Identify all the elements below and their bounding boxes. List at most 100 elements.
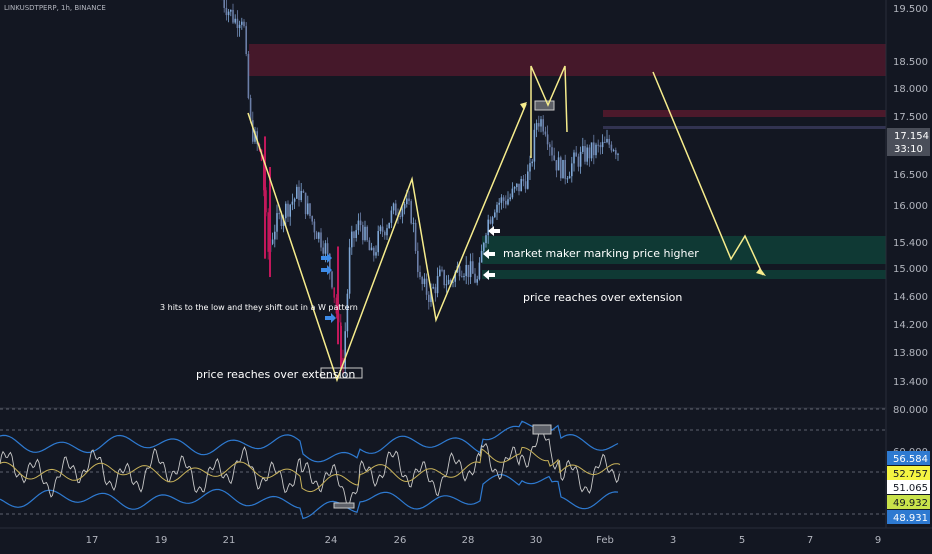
candle-body <box>291 201 294 205</box>
candle-body <box>560 157 562 179</box>
candle-body <box>553 155 555 161</box>
candle-body <box>566 178 569 180</box>
symbol-header: LINKUSDTPERP, 1h, BINANCE <box>4 4 106 12</box>
candle-body <box>527 171 529 189</box>
candle-body <box>540 119 542 127</box>
projection-path-top <box>530 65 568 158</box>
candle-body <box>465 264 467 277</box>
candle-body <box>483 243 485 251</box>
candle-body <box>401 208 404 217</box>
candle-body <box>571 163 573 177</box>
arrow-left-icon <box>483 249 495 259</box>
candle-body <box>586 147 588 162</box>
osc-value-text: 56.584 <box>893 454 928 465</box>
x-tick-label: 28 <box>462 535 475 546</box>
candle-body <box>485 235 487 244</box>
candle-body <box>410 201 412 224</box>
candle-body <box>412 222 415 224</box>
supply-zone-thin <box>603 126 886 129</box>
blue-arrow-icons <box>321 253 336 323</box>
candle-body <box>502 197 505 201</box>
candle-body <box>469 261 472 278</box>
candle-body <box>315 232 318 239</box>
candle-body <box>555 160 558 171</box>
arrow-head-down <box>756 268 766 276</box>
arrow-right-icon <box>325 313 336 323</box>
candle-body <box>302 190 305 193</box>
arrow-right-icon <box>321 253 332 263</box>
candle-body <box>267 212 269 252</box>
candle-body <box>377 231 379 253</box>
candle-body <box>379 226 382 232</box>
candle-body <box>287 203 289 217</box>
candle-body <box>326 243 329 254</box>
osc-value-text: 51.065 <box>893 483 928 494</box>
candle-body <box>489 219 492 224</box>
candle-body <box>573 152 575 164</box>
candle-body <box>445 284 448 286</box>
osc-value-labels: 56.584 52.757 51.065 49.932 48.931 <box>887 451 930 524</box>
candle-body <box>524 181 527 189</box>
top-marker-box <box>534 100 555 111</box>
candle-body <box>507 199 509 205</box>
x-tick-label: Feb <box>596 535 614 546</box>
candle-body <box>296 186 298 199</box>
candle-body <box>476 279 478 283</box>
arrow-head-up <box>520 102 527 110</box>
candle-body <box>480 250 483 263</box>
candle-body <box>617 153 619 155</box>
osc-value-text: 52.757 <box>893 469 928 480</box>
candle-body <box>322 247 324 254</box>
candle-body <box>280 214 283 226</box>
candle-body <box>538 123 540 127</box>
price-badge-value: 17.154 <box>894 131 929 142</box>
candle-body <box>263 160 265 191</box>
candle-body <box>353 231 355 238</box>
candle-body <box>522 179 525 182</box>
candle-body <box>542 119 544 132</box>
candle-body <box>529 163 531 172</box>
candle-body <box>359 220 362 226</box>
candle-body <box>337 246 339 345</box>
projection-path-left <box>247 103 527 383</box>
osc-low-box <box>333 502 355 509</box>
candle-body <box>390 210 393 223</box>
candle-body <box>443 269 445 286</box>
candle-body <box>355 230 357 238</box>
candle-body <box>533 129 536 162</box>
y-tick-label: 14.600 <box>893 292 928 303</box>
extension-label-left: price reaches over extension <box>196 368 355 381</box>
white-arrow-icons <box>483 226 500 280</box>
y-tick-label: 16.000 <box>893 201 928 212</box>
candle-body <box>546 134 549 145</box>
x-tick-label: 3 <box>670 535 676 546</box>
candle-body <box>511 188 514 198</box>
osc-value-badge <box>887 510 930 524</box>
candle-body <box>311 216 313 222</box>
candle-body <box>236 18 239 29</box>
candle-body <box>309 203 311 217</box>
candle-body <box>549 144 551 148</box>
candle-body <box>584 146 586 162</box>
candle-body <box>362 225 364 241</box>
candle-body <box>373 247 375 256</box>
candle-body <box>227 11 230 16</box>
osc-value-badge <box>887 466 930 480</box>
candle-body <box>608 138 610 145</box>
osc-tick-label: 80.000 <box>893 405 928 416</box>
arrow-right-icon <box>321 265 332 275</box>
candle-body <box>582 146 584 152</box>
candle-body <box>313 221 316 233</box>
arrow-left-icon <box>483 270 495 280</box>
y-tick-label: 13.800 <box>893 348 928 359</box>
candle-body <box>300 190 302 201</box>
time-axis: 17 19 21 24 26 28 30 Feb 3 5 7 9 <box>86 535 882 546</box>
candle-body <box>395 203 397 216</box>
candle-body <box>595 144 597 156</box>
candle-body <box>318 232 320 239</box>
candle-body <box>269 166 271 278</box>
arrow-left-icon <box>488 226 500 236</box>
candle-body <box>386 228 388 236</box>
